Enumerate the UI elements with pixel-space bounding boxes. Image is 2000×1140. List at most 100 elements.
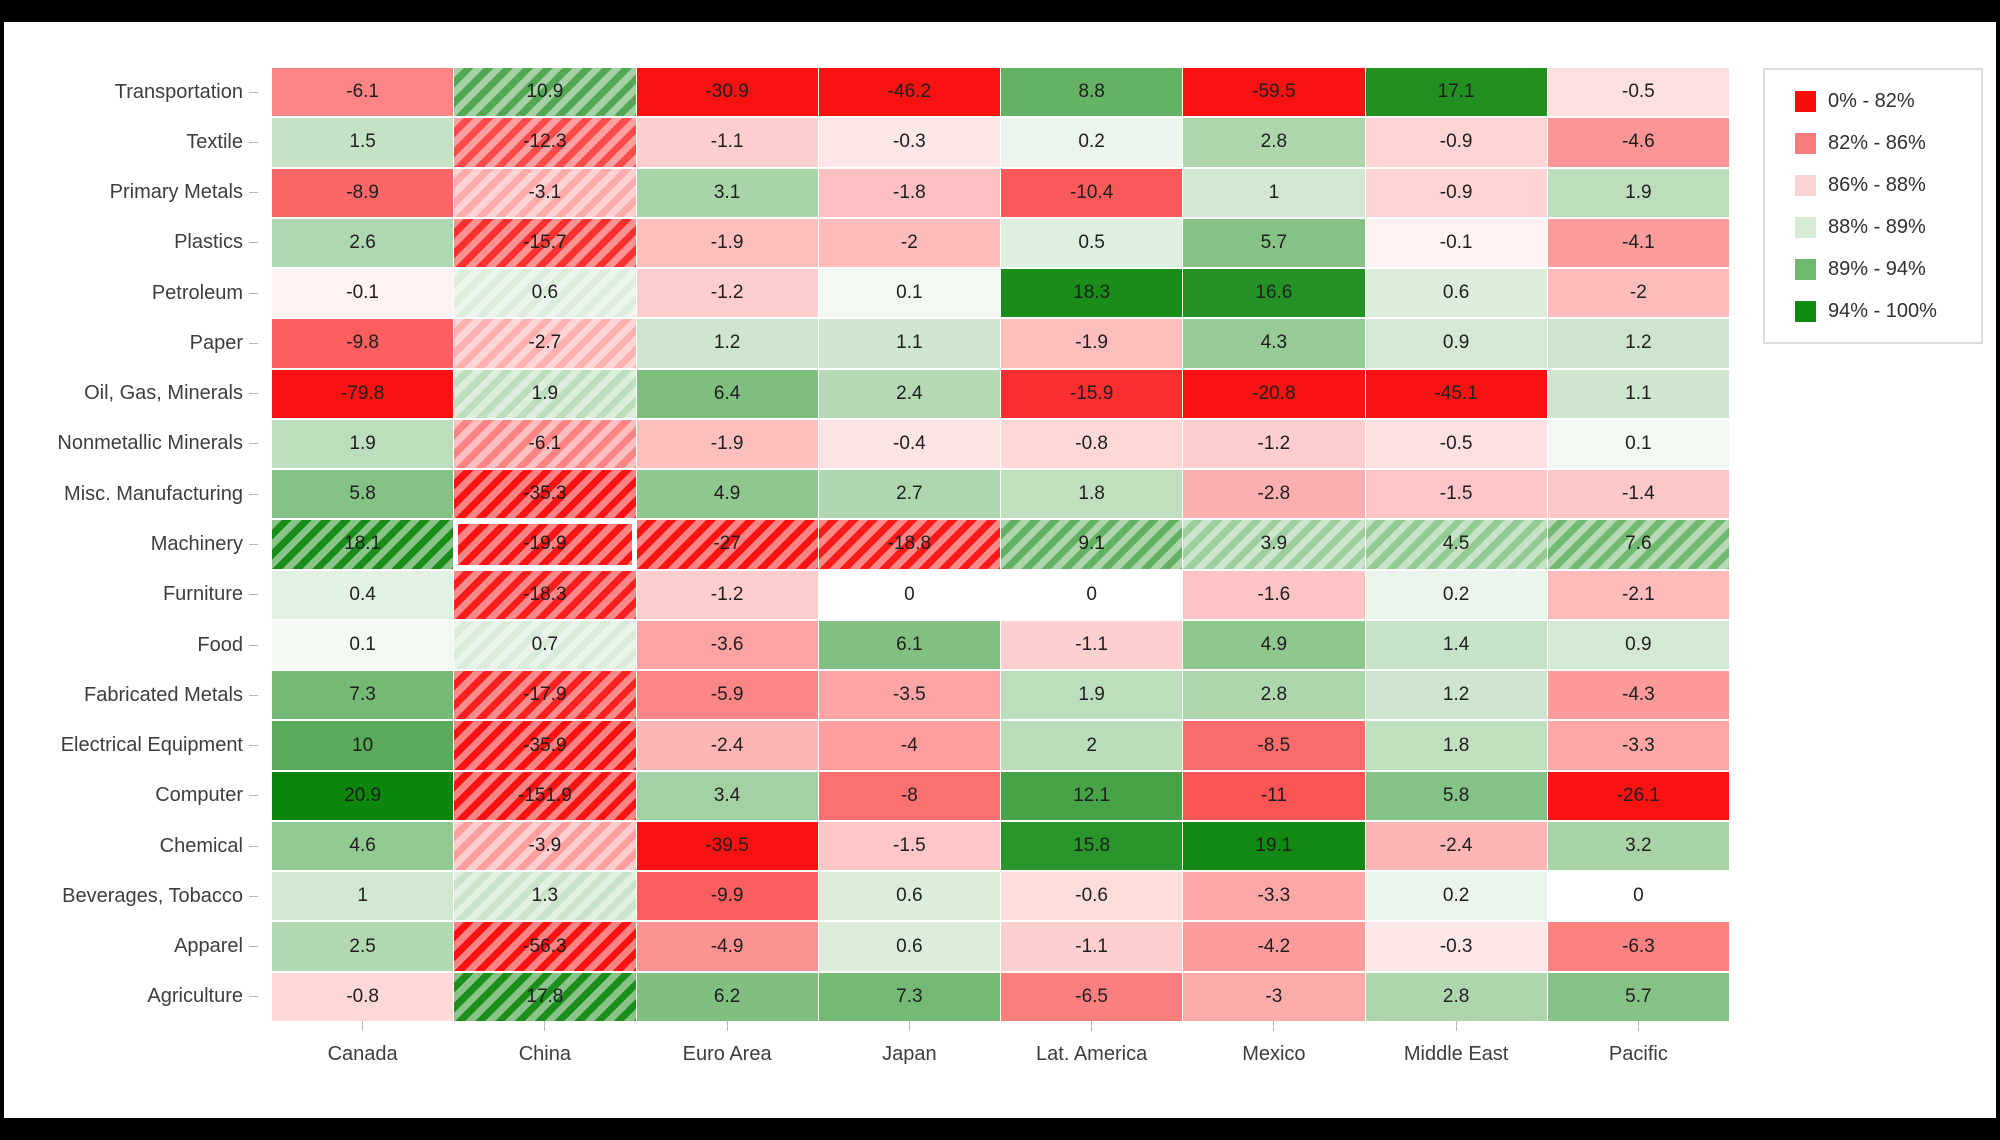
cell-chemical-japan[interactable]: -1.5 bbox=[818, 821, 1000, 871]
cell-transportation-pacific[interactable]: -0.5 bbox=[1547, 68, 1729, 117]
cell-chemical-lat-america[interactable]: 15.8 bbox=[1001, 821, 1183, 871]
cell-computer-canada[interactable]: 20.9 bbox=[272, 771, 454, 820]
cell-electrical-equipment-china[interactable]: -35.9 bbox=[454, 721, 636, 770]
cell-primary-metals-euro-area[interactable]: 3.1 bbox=[636, 168, 818, 217]
cell-primary-metals-china[interactable]: -3.1 bbox=[454, 168, 636, 218]
cell-plastics-canada[interactable]: 2.6 bbox=[272, 218, 454, 268]
cell-primary-metals-lat-america[interactable]: -10.4 bbox=[1001, 168, 1183, 217]
cell-machinery-middle-east[interactable]: 4.5 bbox=[1365, 520, 1548, 569]
cell-nonmetallic-minerals-mexico[interactable]: -1.2 bbox=[1183, 419, 1365, 469]
cell-food-china[interactable]: 0.7 bbox=[454, 620, 636, 670]
cell-transportation-japan[interactable]: -46.2 bbox=[818, 68, 1000, 117]
cell-plastics-japan[interactable]: -2 bbox=[818, 218, 1000, 268]
cell-oil-gas-minerals-pacific[interactable]: 1.1 bbox=[1547, 369, 1729, 418]
cell-electrical-equipment-canada[interactable]: 10 bbox=[272, 721, 454, 770]
cell-nonmetallic-minerals-euro-area[interactable]: -1.9 bbox=[636, 419, 818, 469]
cell-apparel-japan[interactable]: 0.6 bbox=[818, 922, 1000, 971]
cell-machinery-euro-area[interactable]: -27 bbox=[636, 520, 819, 569]
cell-food-middle-east[interactable]: 1.4 bbox=[1365, 620, 1547, 670]
cell-food-mexico[interactable]: 4.9 bbox=[1183, 620, 1365, 670]
cell-paper-japan[interactable]: 1.1 bbox=[818, 319, 1000, 368]
cell-electrical-equipment-lat-america[interactable]: 2 bbox=[1001, 721, 1183, 770]
cell-transportation-china[interactable]: 10.9 bbox=[454, 68, 636, 117]
cell-transportation-middle-east[interactable]: 17.1 bbox=[1365, 68, 1547, 117]
cell-misc-manufacturing-canada[interactable]: 5.8 bbox=[272, 470, 454, 519]
cell-primary-metals-japan[interactable]: -1.8 bbox=[818, 168, 1000, 217]
cell-food-pacific[interactable]: 0.9 bbox=[1547, 620, 1729, 670]
cell-apparel-euro-area[interactable]: -4.9 bbox=[636, 922, 818, 971]
cell-misc-manufacturing-japan[interactable]: 2.7 bbox=[818, 470, 1000, 519]
cell-food-japan[interactable]: 6.1 bbox=[818, 620, 1000, 670]
cell-petroleum-lat-america[interactable]: 18.3 bbox=[1001, 269, 1183, 318]
cell-furniture-pacific[interactable]: -2.1 bbox=[1547, 570, 1729, 619]
cell-furniture-lat-america[interactable]: 0 bbox=[1001, 570, 1183, 619]
cell-electrical-equipment-japan[interactable]: -4 bbox=[818, 721, 1000, 770]
cell-furniture-mexico[interactable]: -1.6 bbox=[1183, 570, 1365, 619]
cell-transportation-mexico[interactable]: -59.5 bbox=[1183, 68, 1365, 117]
cell-paper-pacific[interactable]: 1.2 bbox=[1547, 319, 1729, 368]
cell-paper-lat-america[interactable]: -1.9 bbox=[1001, 319, 1183, 368]
cell-food-lat-america[interactable]: -1.1 bbox=[1001, 620, 1183, 670]
cell-primary-metals-pacific[interactable]: 1.9 bbox=[1547, 168, 1729, 217]
cell-fabricated-metals-canada[interactable]: 7.3 bbox=[272, 671, 454, 720]
cell-chemical-mexico[interactable]: 19.1 bbox=[1183, 821, 1365, 871]
cell-transportation-euro-area[interactable]: -30.9 bbox=[636, 68, 818, 117]
cell-paper-mexico[interactable]: 4.3 bbox=[1183, 319, 1365, 368]
cell-nonmetallic-minerals-china[interactable]: -6.1 bbox=[454, 419, 636, 469]
cell-textile-japan[interactable]: -0.3 bbox=[818, 118, 1000, 167]
cell-textile-pacific[interactable]: -4.6 bbox=[1547, 118, 1729, 167]
cell-food-euro-area[interactable]: -3.6 bbox=[636, 620, 818, 670]
cell-beverages-tobacco-lat-america[interactable]: -0.6 bbox=[1001, 872, 1183, 921]
cell-textile-canada[interactable]: 1.5 bbox=[272, 118, 454, 167]
cell-chemical-canada[interactable]: 4.6 bbox=[272, 821, 454, 871]
cell-fabricated-metals-middle-east[interactable]: 1.2 bbox=[1365, 671, 1547, 720]
cell-chemical-middle-east[interactable]: -2.4 bbox=[1365, 821, 1547, 871]
cell-agriculture-canada[interactable]: -0.8 bbox=[272, 972, 454, 1021]
cell-primary-metals-canada[interactable]: -8.9 bbox=[272, 168, 454, 217]
cell-misc-manufacturing-china[interactable]: -35.3 bbox=[454, 470, 636, 519]
legend-item-88-89[interactable]: 88% - 89% bbox=[1795, 216, 1981, 239]
legend-item-89-94[interactable]: 89% - 94% bbox=[1795, 258, 1981, 281]
cell-computer-euro-area[interactable]: 3.4 bbox=[636, 771, 818, 820]
cell-beverages-tobacco-china[interactable]: 1.3 bbox=[454, 872, 636, 921]
cell-beverages-tobacco-middle-east[interactable]: 0.2 bbox=[1365, 872, 1547, 921]
cell-petroleum-japan[interactable]: 0.1 bbox=[818, 269, 1000, 318]
cell-computer-middle-east[interactable]: 5.8 bbox=[1365, 771, 1547, 820]
legend-item-94-100[interactable]: 94% - 100% bbox=[1795, 300, 1981, 323]
cell-plastics-mexico[interactable]: 5.7 bbox=[1183, 218, 1365, 268]
cell-misc-manufacturing-mexico[interactable]: -2.8 bbox=[1183, 470, 1365, 519]
cell-nonmetallic-minerals-japan[interactable]: -0.4 bbox=[818, 419, 1000, 469]
cell-transportation-lat-america[interactable]: 8.8 bbox=[1001, 68, 1183, 117]
cell-transportation-canada[interactable]: -6.1 bbox=[272, 68, 454, 117]
cell-misc-manufacturing-lat-america[interactable]: 1.8 bbox=[1001, 470, 1183, 519]
cell-oil-gas-minerals-canada[interactable]: -79.8 bbox=[272, 369, 454, 418]
cell-furniture-canada[interactable]: 0.4 bbox=[272, 570, 454, 619]
cell-textile-mexico[interactable]: 2.8 bbox=[1183, 118, 1365, 167]
cell-paper-china[interactable]: -2.7 bbox=[454, 319, 636, 368]
cell-machinery-mexico[interactable]: 3.9 bbox=[1183, 520, 1365, 569]
cell-machinery-china[interactable]: -19.9 bbox=[454, 520, 636, 569]
cell-apparel-china[interactable]: -56.3 bbox=[454, 922, 636, 972]
cell-agriculture-euro-area[interactable]: 6.2 bbox=[636, 972, 818, 1021]
cell-oil-gas-minerals-mexico[interactable]: -20.8 bbox=[1183, 369, 1365, 418]
cell-oil-gas-minerals-lat-america[interactable]: -15.9 bbox=[1001, 369, 1183, 418]
cell-agriculture-lat-america[interactable]: -6.5 bbox=[1001, 972, 1183, 1021]
cell-fabricated-metals-pacific[interactable]: -4.3 bbox=[1547, 671, 1729, 720]
cell-food-canada[interactable]: 0.1 bbox=[272, 620, 454, 670]
cell-furniture-china[interactable]: -18.3 bbox=[454, 570, 636, 620]
cell-apparel-canada[interactable]: 2.5 bbox=[272, 922, 454, 971]
cell-furniture-euro-area[interactable]: -1.2 bbox=[636, 570, 818, 619]
cell-textile-china[interactable]: -12.3 bbox=[454, 118, 636, 167]
cell-agriculture-japan[interactable]: 7.3 bbox=[818, 972, 1000, 1021]
cell-petroleum-china[interactable]: 0.6 bbox=[454, 269, 636, 318]
cell-agriculture-middle-east[interactable]: 2.8 bbox=[1365, 972, 1547, 1021]
legend-item-86-88[interactable]: 86% - 88% bbox=[1795, 174, 1981, 197]
cell-beverages-tobacco-mexico[interactable]: -3.3 bbox=[1183, 872, 1365, 921]
legend-item-0-82[interactable]: 0% - 82% bbox=[1795, 90, 1981, 113]
cell-agriculture-china[interactable]: 17.8 bbox=[454, 972, 636, 1022]
cell-machinery-pacific[interactable]: 7.6 bbox=[1547, 520, 1730, 569]
cell-oil-gas-minerals-china[interactable]: 1.9 bbox=[454, 369, 636, 419]
cell-paper-euro-area[interactable]: 1.2 bbox=[636, 319, 818, 368]
cell-textile-lat-america[interactable]: 0.2 bbox=[1001, 118, 1183, 167]
cell-chemical-pacific[interactable]: 3.2 bbox=[1547, 821, 1729, 871]
